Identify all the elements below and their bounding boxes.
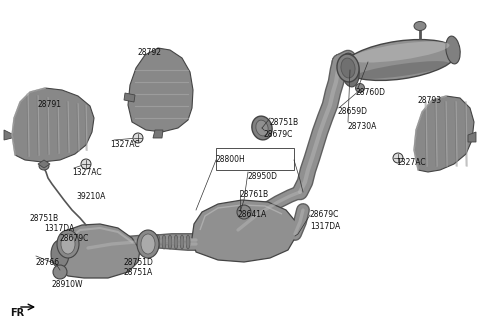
Text: 28751B: 28751B bbox=[270, 118, 299, 127]
Text: 28950D: 28950D bbox=[248, 172, 278, 181]
Polygon shape bbox=[192, 200, 296, 262]
Text: 28659D: 28659D bbox=[338, 107, 368, 116]
Ellipse shape bbox=[341, 53, 359, 87]
Polygon shape bbox=[12, 88, 94, 162]
Text: FR: FR bbox=[10, 308, 24, 318]
Ellipse shape bbox=[252, 116, 272, 140]
Ellipse shape bbox=[156, 235, 160, 249]
Text: 28791: 28791 bbox=[38, 100, 62, 109]
Ellipse shape bbox=[355, 61, 449, 79]
Circle shape bbox=[133, 133, 143, 143]
Text: 28679C: 28679C bbox=[264, 130, 293, 139]
Ellipse shape bbox=[256, 120, 268, 136]
Ellipse shape bbox=[57, 230, 79, 258]
Text: 1327AC: 1327AC bbox=[110, 140, 140, 149]
Text: 28800H: 28800H bbox=[216, 155, 246, 164]
Ellipse shape bbox=[61, 234, 75, 254]
Ellipse shape bbox=[237, 205, 251, 219]
Text: 28766: 28766 bbox=[36, 258, 60, 267]
Polygon shape bbox=[4, 130, 12, 140]
Ellipse shape bbox=[39, 162, 49, 170]
Ellipse shape bbox=[186, 235, 190, 249]
Text: 39210A: 39210A bbox=[76, 192, 106, 201]
Ellipse shape bbox=[180, 235, 184, 249]
Text: 28751B: 28751B bbox=[30, 214, 59, 223]
Ellipse shape bbox=[162, 235, 166, 249]
Text: 28679C: 28679C bbox=[60, 234, 89, 243]
Ellipse shape bbox=[168, 235, 172, 249]
Ellipse shape bbox=[446, 36, 460, 64]
Text: 28910W: 28910W bbox=[52, 280, 84, 289]
Ellipse shape bbox=[350, 41, 450, 63]
Polygon shape bbox=[414, 96, 474, 172]
Circle shape bbox=[393, 153, 403, 163]
Text: 28751D: 28751D bbox=[124, 258, 154, 267]
Polygon shape bbox=[468, 132, 476, 142]
Text: 28641A: 28641A bbox=[238, 210, 267, 219]
Polygon shape bbox=[153, 130, 163, 138]
Text: 1317DA: 1317DA bbox=[310, 222, 340, 231]
Ellipse shape bbox=[137, 230, 159, 258]
Text: 28761B: 28761B bbox=[240, 190, 269, 199]
Text: 28751A: 28751A bbox=[124, 268, 153, 277]
Ellipse shape bbox=[356, 84, 364, 92]
Text: 1327AC: 1327AC bbox=[396, 158, 426, 167]
Ellipse shape bbox=[51, 240, 69, 268]
Text: 28793: 28793 bbox=[418, 96, 442, 105]
Text: 28679C: 28679C bbox=[310, 210, 339, 219]
Ellipse shape bbox=[141, 234, 155, 254]
Polygon shape bbox=[56, 224, 140, 278]
Ellipse shape bbox=[174, 235, 178, 249]
Polygon shape bbox=[124, 93, 135, 102]
Polygon shape bbox=[128, 48, 193, 132]
Polygon shape bbox=[38, 160, 50, 168]
Ellipse shape bbox=[337, 54, 359, 82]
Ellipse shape bbox=[343, 40, 457, 80]
Text: 28792: 28792 bbox=[138, 48, 162, 57]
Text: 1327AC: 1327AC bbox=[72, 168, 102, 177]
Text: 1317DA: 1317DA bbox=[44, 224, 74, 233]
Ellipse shape bbox=[150, 235, 154, 249]
Text: 28730A: 28730A bbox=[348, 122, 377, 131]
Text: 28760D: 28760D bbox=[356, 88, 386, 97]
Ellipse shape bbox=[414, 22, 426, 31]
Ellipse shape bbox=[53, 265, 67, 279]
Ellipse shape bbox=[341, 58, 355, 78]
Circle shape bbox=[81, 159, 91, 169]
